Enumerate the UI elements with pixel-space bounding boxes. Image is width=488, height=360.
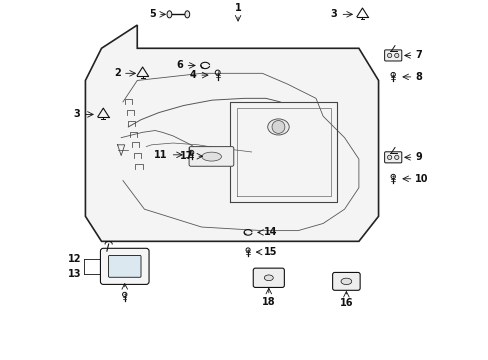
Text: 6: 6 bbox=[176, 60, 183, 71]
FancyBboxPatch shape bbox=[332, 273, 359, 290]
Text: 12: 12 bbox=[68, 254, 81, 264]
Text: 3: 3 bbox=[330, 9, 337, 19]
Text: 2: 2 bbox=[114, 68, 121, 78]
Circle shape bbox=[394, 155, 398, 159]
FancyBboxPatch shape bbox=[108, 256, 141, 277]
Circle shape bbox=[245, 248, 249, 252]
FancyBboxPatch shape bbox=[384, 50, 401, 61]
Text: 14: 14 bbox=[264, 228, 277, 237]
Text: 3: 3 bbox=[73, 109, 80, 120]
Text: 9: 9 bbox=[414, 152, 421, 162]
Circle shape bbox=[390, 174, 395, 179]
Text: 11: 11 bbox=[154, 150, 167, 160]
Text: 7: 7 bbox=[414, 50, 421, 60]
Circle shape bbox=[122, 292, 127, 297]
Ellipse shape bbox=[202, 152, 221, 161]
Text: 17: 17 bbox=[180, 151, 193, 161]
Circle shape bbox=[386, 155, 391, 159]
Circle shape bbox=[189, 150, 193, 155]
Text: 5: 5 bbox=[149, 9, 156, 19]
Text: 4: 4 bbox=[189, 70, 196, 80]
Text: 8: 8 bbox=[414, 72, 421, 82]
Polygon shape bbox=[85, 25, 378, 241]
Circle shape bbox=[386, 53, 391, 58]
FancyBboxPatch shape bbox=[189, 147, 233, 166]
Ellipse shape bbox=[264, 275, 273, 281]
Circle shape bbox=[390, 72, 395, 77]
Text: 1: 1 bbox=[234, 3, 241, 13]
FancyBboxPatch shape bbox=[100, 248, 149, 284]
Text: 18: 18 bbox=[262, 297, 275, 307]
Text: 16: 16 bbox=[339, 298, 352, 308]
FancyBboxPatch shape bbox=[384, 152, 401, 163]
Ellipse shape bbox=[267, 119, 288, 135]
Ellipse shape bbox=[167, 11, 171, 18]
Circle shape bbox=[394, 53, 398, 58]
Text: 13: 13 bbox=[68, 269, 81, 279]
Ellipse shape bbox=[340, 278, 351, 285]
Circle shape bbox=[271, 121, 285, 133]
Text: 15: 15 bbox=[264, 247, 277, 257]
FancyBboxPatch shape bbox=[253, 268, 284, 287]
Ellipse shape bbox=[184, 11, 189, 18]
Text: 10: 10 bbox=[414, 174, 428, 184]
Circle shape bbox=[215, 70, 220, 75]
